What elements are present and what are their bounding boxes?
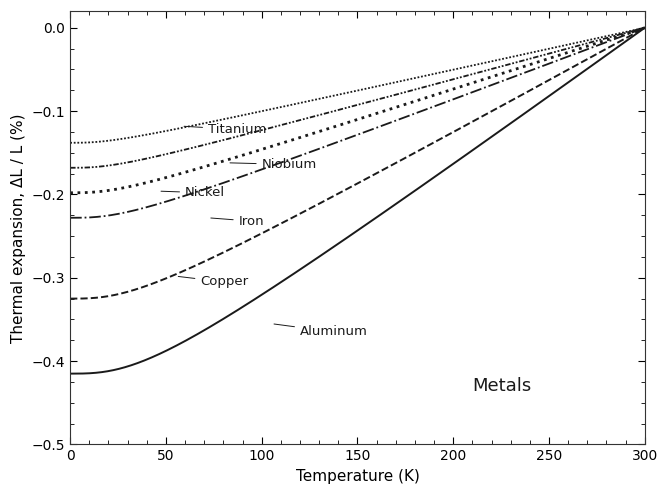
Text: Titanium: Titanium xyxy=(184,123,266,136)
Text: Niobium: Niobium xyxy=(230,158,317,171)
Text: Nickel: Nickel xyxy=(161,186,225,199)
Text: Aluminum: Aluminum xyxy=(274,324,368,339)
Text: Iron: Iron xyxy=(211,215,264,228)
X-axis label: Temperature (K): Temperature (K) xyxy=(296,469,419,484)
Y-axis label: Thermal expansion, ΔL / L (%): Thermal expansion, ΔL / L (%) xyxy=(11,113,26,343)
Text: Metals: Metals xyxy=(472,377,532,395)
Text: Copper: Copper xyxy=(178,275,248,289)
